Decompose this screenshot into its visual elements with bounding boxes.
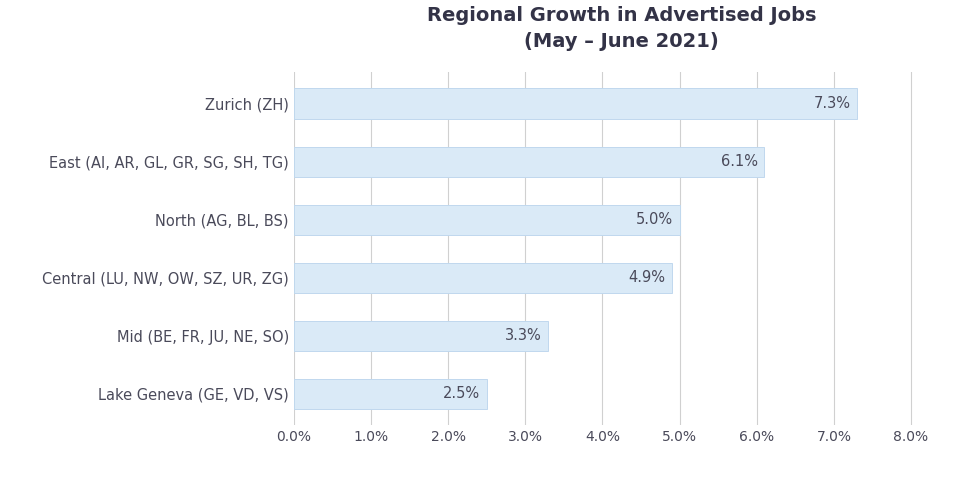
Text: 6.1%: 6.1% <box>721 154 758 169</box>
Bar <box>293 321 548 351</box>
Text: 5.0%: 5.0% <box>636 212 673 227</box>
Bar <box>293 263 671 293</box>
Text: 2.5%: 2.5% <box>443 386 480 401</box>
Bar <box>293 88 856 119</box>
Bar <box>293 379 486 409</box>
Text: 7.3%: 7.3% <box>813 96 850 111</box>
Bar <box>293 205 679 235</box>
Text: 4.9%: 4.9% <box>628 270 665 285</box>
Title: Regional Growth in Advertised Jobs
(May – June 2021): Regional Growth in Advertised Jobs (May … <box>426 6 816 52</box>
Text: 3.3%: 3.3% <box>505 328 542 343</box>
Bar <box>293 146 764 177</box>
